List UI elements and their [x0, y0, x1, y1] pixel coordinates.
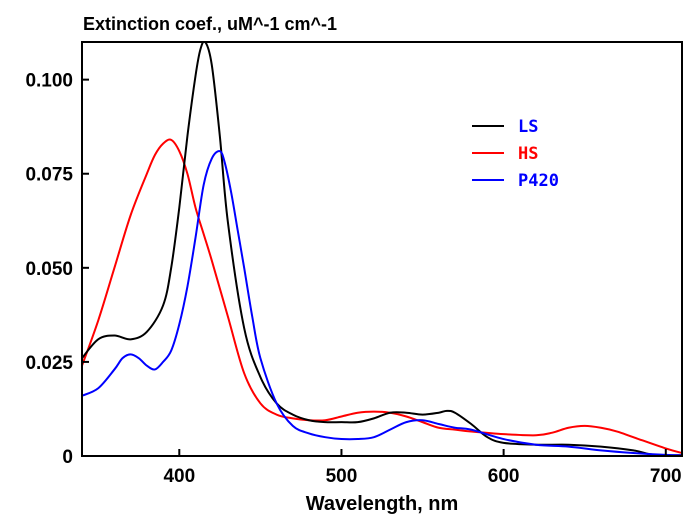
y-axis-ticks: 0 0.025 0.050 0.075 0.100 — [25, 71, 89, 468]
y-tick-label: 0.025 — [25, 353, 73, 374]
legend: LS HS P420 — [472, 117, 559, 191]
series-line-ls — [82, 42, 682, 456]
y-tick-label: 0.050 — [25, 259, 73, 280]
x-tick-label: 600 — [488, 466, 520, 487]
y-tick-label: 0.075 — [25, 165, 73, 186]
series-line-p420 — [82, 150, 682, 456]
y-tick-label: 0 — [62, 447, 73, 468]
x-axis-ticks: 400 500 600 700 — [163, 449, 682, 487]
legend-label-ls: LS — [518, 117, 538, 137]
x-tick-label: 500 — [326, 466, 358, 487]
chart-title: Extinction coef., uM^-1 cm^-1 — [83, 14, 337, 34]
x-axis-label: Wavelength, nm — [306, 493, 459, 515]
legend-label-p420: P420 — [518, 171, 559, 191]
plot-layer — [82, 42, 682, 456]
y-tick-label: 0.100 — [25, 71, 73, 92]
plot-frame — [81, 41, 683, 457]
x-tick-label: 400 — [163, 466, 195, 487]
legend-label-hs: HS — [518, 144, 538, 164]
x-tick-label: 700 — [650, 466, 682, 487]
series-line-hs — [82, 138, 682, 454]
